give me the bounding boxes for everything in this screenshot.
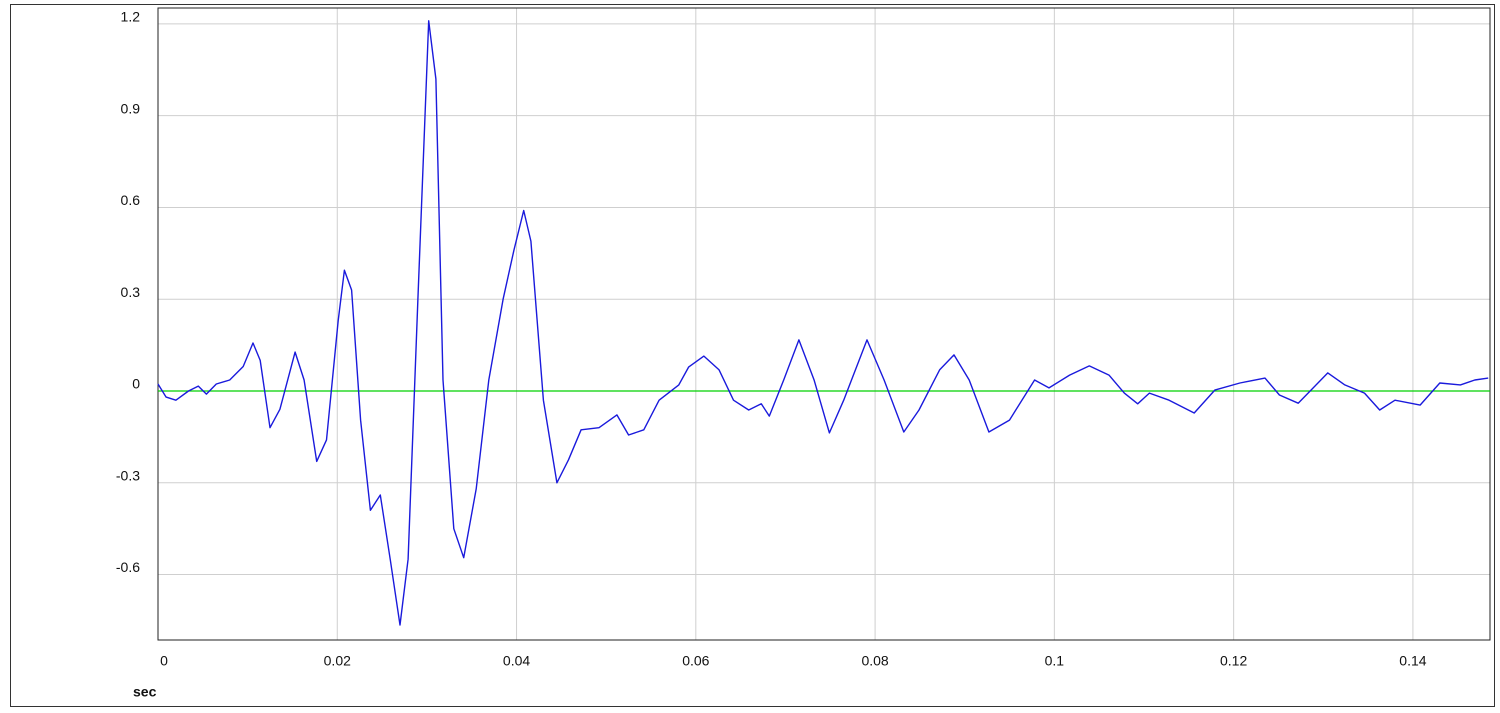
- x-tick-label: 0.1: [1045, 653, 1065, 669]
- x-tick-label: 0.14: [1399, 653, 1426, 669]
- y-tick-label: 0.9: [121, 100, 141, 116]
- y-tick-label: 1.2: [121, 9, 141, 25]
- y-tick-label: 0.3: [121, 284, 141, 300]
- y-tick-label: -0.6: [116, 559, 140, 575]
- y-tick-label: 0: [132, 376, 140, 392]
- x-tick-label: 0.02: [324, 653, 351, 669]
- x-tick-label: 0.04: [503, 653, 530, 669]
- x-tick-label: 0: [160, 653, 168, 669]
- x-tick-label: 0.06: [682, 653, 709, 669]
- x-axis-label: sec: [133, 684, 157, 700]
- y-tick-label: -0.3: [116, 467, 140, 483]
- frame: [10, 4, 1495, 707]
- plot-border: [157, 7, 1491, 641]
- y-tick-label: 0.6: [121, 192, 141, 208]
- x-tick-label: 0.12: [1220, 653, 1247, 669]
- signal-line: [157, 20, 1489, 626]
- x-tick-label: 0.08: [861, 653, 888, 669]
